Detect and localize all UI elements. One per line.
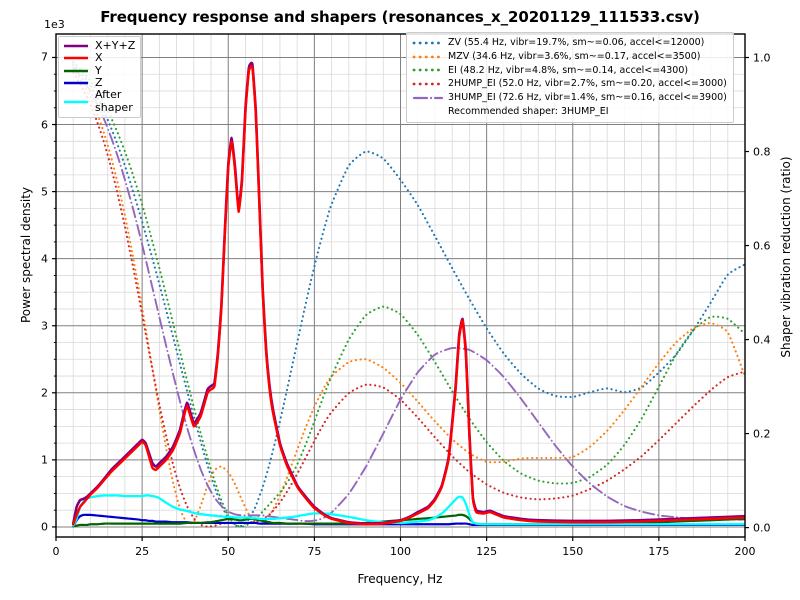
psd-curve-x bbox=[72, 65, 745, 526]
x-axis-tick-label: 100 bbox=[390, 545, 411, 558]
legend-line-sample-icon bbox=[412, 38, 444, 48]
x-axis-tick-label: 125 bbox=[476, 545, 498, 558]
y-axis-right-tick-label: 0.6 bbox=[753, 239, 771, 253]
x-axis-tick-label: 175 bbox=[648, 545, 670, 558]
y-axis-right-tick-label: 1.0 bbox=[753, 51, 771, 64]
legend-line-sample-icon bbox=[412, 52, 444, 62]
recommended-shaper-text: Recommended shaper: 3HUMP_EI bbox=[448, 105, 609, 117]
shaper-legend-label: MZV (34.6 Hz, vibr=3.6%, sm~=0.17, accel… bbox=[448, 50, 701, 62]
legend-item-label: X+Y+Z bbox=[95, 39, 136, 52]
legend-item-label: After shaper bbox=[95, 88, 133, 114]
series-legend: X+Y+Z X Y Z After shaper bbox=[58, 36, 142, 118]
chart-title: Frequency response and shapers (resonanc… bbox=[100, 8, 700, 26]
x-axis-label: Frequency, Hz bbox=[357, 572, 443, 586]
x-axis-tick-label: 50 bbox=[221, 545, 236, 558]
shaper-legend-label: 3HUMP_EI (72.6 Hz, vibr=1.4%, sm~=0.16, … bbox=[448, 92, 727, 104]
psd-curve-after-shaper bbox=[72, 494, 745, 527]
recommended-shaper-note: Recommended shaper: 3HUMP_EI bbox=[413, 105, 727, 119]
shaper-legend-label: 2HUMP_EI (52.0 Hz, vibr=2.7%, sm~=0.20, … bbox=[448, 78, 727, 90]
y-axis-right-tick-label: 0.8 bbox=[753, 145, 771, 159]
y-axis-right-tick-label: 0.0 bbox=[753, 521, 771, 535]
y-axis-right-tick-label: 0.2 bbox=[753, 427, 771, 441]
legend-item-z: Z bbox=[63, 75, 135, 89]
x-axis-tick-label: 200 bbox=[734, 545, 756, 558]
legend-line-sample-icon bbox=[63, 66, 89, 76]
x-axis-tick-label: 75 bbox=[307, 545, 322, 558]
shaper-legend-item-3hump_ei: 3HUMP_EI (72.6 Hz, vibr=1.4%, sm~=0.16, … bbox=[412, 91, 727, 105]
psd-curve-z bbox=[72, 513, 745, 528]
y-axis-left-tick-label: 0 bbox=[41, 520, 48, 534]
y-axis-left-tick-label: 4 bbox=[41, 252, 48, 266]
legend-item-x-y-z: X+Y+Z bbox=[63, 39, 136, 52]
shaper-legend-item-2hump_ei: 2HUMP_EI (52.0 Hz, vibr=2.7%, sm~=0.20, … bbox=[412, 77, 727, 91]
x-axis-tick-label: 25 bbox=[135, 545, 150, 558]
x-axis-tick-label: 0 bbox=[52, 545, 60, 558]
legend-line-sample-icon bbox=[63, 78, 89, 88]
shaper-legend-item-zv: ZV (55.4 Hz, vibr=19.7%, sm~=0.06, accel… bbox=[412, 36, 727, 50]
x-axis-tick-label: 150 bbox=[562, 545, 584, 558]
y-axis-left-tick-label: 6 bbox=[41, 118, 48, 132]
legend-line-sample-icon bbox=[63, 53, 89, 63]
legend-line-sample-icon bbox=[63, 97, 89, 107]
y-axis-left-tick-label: 5 bbox=[41, 185, 48, 199]
legend-line-sample-icon bbox=[412, 79, 444, 89]
legend-line-sample-icon bbox=[63, 41, 89, 51]
legend-item-label: Y bbox=[95, 63, 102, 77]
legend-item-after-shaper: After shaper bbox=[63, 89, 135, 114]
y-axis-left-tick-label: 1 bbox=[41, 453, 48, 467]
data-layer bbox=[71, 61, 745, 528]
shaper-legend-item-ei: EI (48.2 Hz, vibr=4.8%, sm~=0.14, accel<… bbox=[412, 64, 727, 78]
y-axis-left-tick-label: 7 bbox=[41, 50, 48, 64]
shaper-legend-label: EI (48.2 Hz, vibr=4.8%, sm~=0.14, accel<… bbox=[448, 64, 689, 76]
legend-line-sample-icon bbox=[412, 93, 444, 103]
shaper-curve-2hump_ei bbox=[72, 71, 745, 528]
y-axis-left-tick-label: 3 bbox=[41, 319, 48, 333]
y-axis-left-exponent: 1e3 bbox=[44, 18, 65, 31]
shaper-legend-item-mzv: MZV (34.6 Hz, vibr=3.6%, sm~=0.17, accel… bbox=[412, 50, 727, 64]
shaper-legend-label: ZV (55.4 Hz, vibr=19.7%, sm~=0.06, accel… bbox=[448, 37, 705, 48]
shaper-legend: ZV (55.4 Hz, vibr=19.7%, sm~=0.06, accel… bbox=[406, 32, 734, 123]
shaper-curve-zv bbox=[72, 63, 745, 528]
legend-item-label: X bbox=[95, 51, 103, 65]
y-axis-right-tick-label: 0.4 bbox=[753, 333, 771, 347]
shaper-curve-ei bbox=[72, 61, 745, 528]
legend-item-label: Z bbox=[95, 75, 103, 89]
shaper-curve-mzv bbox=[72, 68, 745, 525]
legend-line-sample-icon bbox=[412, 65, 444, 75]
y-axis-left-tick-label: 2 bbox=[41, 386, 48, 400]
legend-item-x: X bbox=[63, 51, 135, 65]
legend-item-y: Y bbox=[63, 63, 135, 77]
psd-curve-x-y-z bbox=[71, 61, 745, 525]
